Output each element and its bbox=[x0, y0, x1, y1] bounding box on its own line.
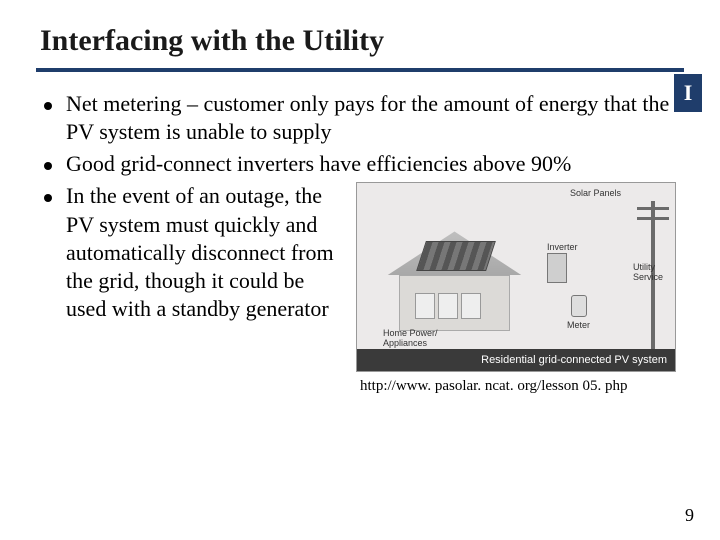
bullet-text: Good grid-connect inverters have efficie… bbox=[66, 150, 571, 178]
bullet-dot-icon bbox=[44, 162, 52, 170]
list-item: Net metering – customer only pays for th… bbox=[44, 90, 676, 146]
bullet-dot-icon bbox=[44, 102, 52, 110]
meter-icon bbox=[571, 295, 587, 317]
pole-crossarm-icon bbox=[637, 217, 669, 220]
pole-crossarm-icon bbox=[637, 207, 669, 210]
title-rule bbox=[36, 68, 684, 72]
figure-label-inverter: Inverter bbox=[547, 243, 578, 252]
bullet-dot-icon bbox=[44, 194, 52, 202]
university-logo: I bbox=[674, 74, 702, 112]
figure-caption: Residential grid-connected PV system bbox=[481, 354, 667, 366]
figure-caption-band: Residential grid-connected PV system bbox=[357, 349, 675, 371]
list-item: In the event of an outage, the PV system… bbox=[44, 182, 676, 395]
page-number: 9 bbox=[685, 505, 694, 526]
bullet-text: In the event of an outage, the PV system… bbox=[66, 182, 346, 323]
figure-source-url: http://www. pasolar. ncat. org/lesson 05… bbox=[356, 378, 627, 395]
pv-system-figure: Solar Panels Inverter Meter Utility Serv… bbox=[356, 182, 676, 372]
bullet-text: Net metering – customer only pays for th… bbox=[66, 90, 676, 146]
content-area: Net metering – customer only pays for th… bbox=[36, 90, 684, 395]
appliances-icon bbox=[415, 293, 485, 323]
list-item: Good grid-connect inverters have efficie… bbox=[44, 150, 676, 178]
solar-panel-icon bbox=[416, 241, 496, 271]
page-title: Interfacing with the Utility bbox=[36, 24, 684, 58]
inverter-icon bbox=[547, 253, 567, 283]
figure-label-utility: Utility Service bbox=[633, 263, 669, 282]
figure-label-meter: Meter bbox=[567, 321, 590, 330]
figure-label-homepower: Home Power/ Appliances bbox=[383, 329, 453, 348]
figure-label-solar: Solar Panels bbox=[570, 189, 621, 198]
